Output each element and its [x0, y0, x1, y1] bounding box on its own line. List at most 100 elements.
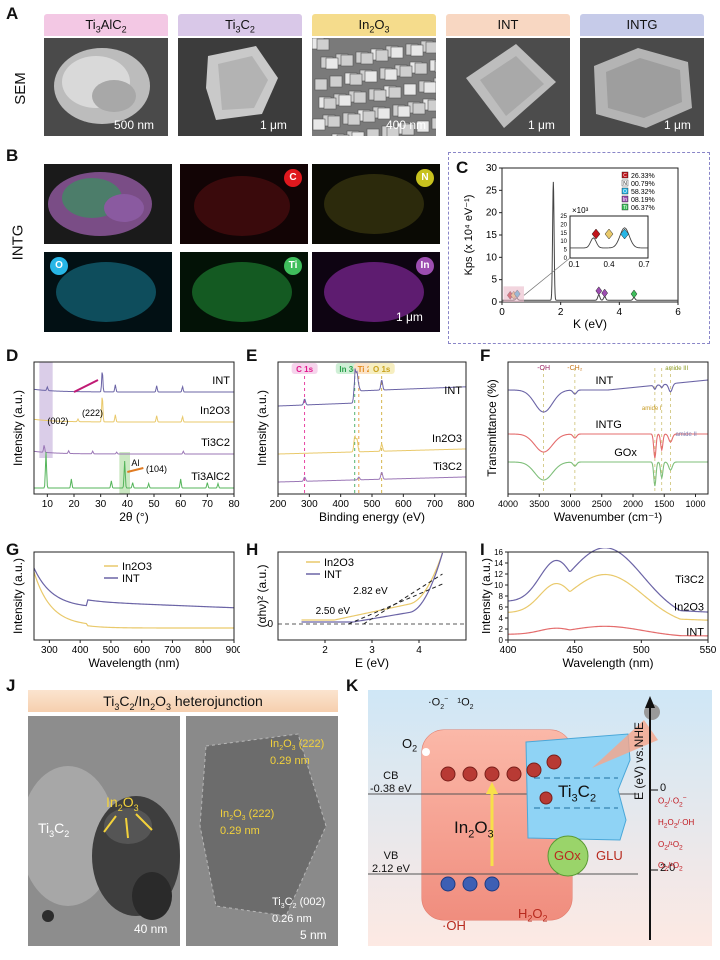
eds-map-n: N — [312, 164, 440, 244]
x-axis-label: Wavenumber (cm⁻¹) — [554, 510, 663, 524]
y-tick-label: 6 — [499, 603, 504, 612]
x-tick-label: 3500 — [529, 499, 549, 509]
inset-y-tick: 5 — [564, 248, 568, 254]
peak-label: O 1s — [373, 365, 391, 374]
peak-label: In 3d — [339, 365, 358, 374]
eds-map-c: C — [180, 164, 308, 244]
tem-image-left: Ti3C2 In2O3 40 nm — [28, 716, 180, 946]
intg-row-label: INTG — [9, 224, 27, 261]
plot-frame — [277, 361, 467, 495]
series-label: INT — [596, 375, 614, 387]
pl-line-2 — [507, 625, 709, 637]
y-axis-label: (αhν)² (a.u.) — [255, 565, 269, 628]
sem-header: In2O3 — [312, 14, 436, 36]
panel-label-k: K — [346, 676, 359, 695]
sem-column-int: INT 1 μm — [446, 14, 570, 136]
arrow — [73, 379, 99, 393]
legend-label: INT — [122, 573, 140, 585]
plot-frame — [33, 361, 235, 495]
annotation: (104) — [146, 464, 167, 474]
xps-line-2 — [277, 472, 467, 483]
legend-swatch — [621, 203, 629, 211]
annotation: 2.82 eV — [353, 586, 388, 597]
x-tick-label: 700 — [426, 499, 443, 510]
oh-label: ·OH — [442, 918, 466, 933]
peak-marker — [601, 288, 608, 298]
plot-frame — [507, 361, 709, 495]
sem-image: 1 μm — [178, 38, 302, 136]
inset-y-tick: 15 — [560, 231, 567, 237]
x-tick-label: 4000 — [498, 499, 518, 509]
sem-image: 1 μm — [580, 38, 704, 136]
inset-x-tick: 0.4 — [603, 260, 615, 269]
y-tick-label: 2 — [499, 625, 504, 634]
x-tick-label: 500 — [633, 645, 650, 656]
y-tick-label: 30 — [486, 163, 498, 174]
x-tick-label: 800 — [195, 645, 212, 656]
h2o2-label: H2O2 — [518, 906, 548, 924]
x-tick-label: 70 — [202, 499, 214, 510]
eds-spectrum-chart: 0 2 4 6 0 5 10 15 20 25 30 K (eV) Kps (x 10⁴ eV⁻¹) ×1… — [463, 163, 681, 331]
x-tick-label: 6 — [675, 307, 681, 318]
xrd-line-3 — [34, 451, 234, 489]
x-tick-label: 0 — [499, 307, 505, 318]
annotation: (002) — [47, 416, 68, 426]
inset-line — [570, 227, 649, 249]
sem-header: Ti3AlC2 — [44, 14, 168, 36]
series-label: Ti3AlC2 — [191, 471, 230, 483]
panel-label-e: E — [246, 346, 258, 365]
scale-bar: 500 nm — [114, 118, 155, 132]
element-badge-c: C — [284, 169, 302, 187]
legend-label: INT — [324, 569, 342, 581]
axis-zero: 0 — [660, 782, 667, 794]
x-tick-label: 450 — [566, 645, 583, 656]
y-tick-label: 0 — [499, 636, 504, 645]
panel-label-j: J — [6, 676, 16, 695]
lattice-label-1: In2O3 (222) 0.29 nm — [270, 738, 325, 768]
y-tick-label: 25 — [486, 185, 498, 196]
arrow — [127, 467, 144, 473]
xps-chart: C 1s In 3d Ti 2pO 1s INT In2O3 Ti3C2 Binding e… — [255, 361, 474, 524]
series-label: Ti3C2 — [201, 437, 230, 449]
x-axis-label: Wavelength (nm) — [89, 656, 180, 670]
o2-label: O2 — [402, 736, 418, 754]
scale-bar: 1 μm — [664, 118, 691, 132]
legend-value: 00.79% — [631, 181, 655, 188]
series-label: In2O3 — [432, 433, 462, 445]
x-tick-label: 30 — [95, 499, 107, 510]
panel-label-f: F — [480, 346, 491, 365]
inset-marker — [604, 228, 614, 240]
legend-symbol: In — [623, 197, 627, 203]
y-tick-label: 10 — [486, 252, 498, 263]
peak-label-bg — [291, 363, 318, 374]
y-tick-label: 14 — [494, 559, 503, 568]
x-tick-label: 2 — [558, 307, 564, 318]
sem-column-ti3c2: Ti3C2 1 μm — [178, 14, 302, 136]
legend-value: 08.19% — [631, 197, 655, 204]
y-tick-label: 20 — [486, 208, 498, 219]
series-label: INTG — [596, 419, 622, 431]
series-label: INT — [686, 626, 704, 638]
y-axis-label: Intensity (a.u.) — [482, 558, 493, 634]
spectrum-line — [502, 181, 678, 301]
y-axis-label: Intensity (a.u.) — [255, 390, 269, 466]
element-badge-n: N — [416, 169, 434, 187]
zoom-region — [503, 286, 524, 302]
x-tick-label: 1000 — [685, 499, 705, 509]
y-axis-label: Transmittance (%) — [485, 379, 499, 477]
panel-label-h: H — [246, 540, 259, 559]
annotation: amide III — [665, 366, 688, 372]
xrd-line-1 — [33, 397, 235, 423]
peak-label: C 1s — [296, 365, 313, 374]
x-axis-label: Binding energy (eV) — [319, 510, 425, 524]
series-label: In2O3 — [200, 405, 230, 417]
xrd-chart: INT In2O3 Ti3C2 Ti3AlC2 2θ (°) Intensity (a.u… — [11, 361, 240, 524]
panel-label-i: I — [480, 540, 485, 559]
y-axis-label: Intensity (a.u.) — [11, 558, 25, 634]
y-axis-label: Kps (x 10⁴ eV⁻¹) — [463, 195, 475, 276]
x-axis-label: E (eV) — [355, 656, 389, 670]
annotation: -OH — [537, 365, 550, 372]
scale-bar: 1 μm — [528, 118, 555, 132]
ti3c2-label: Ti3C2 — [38, 820, 70, 839]
series-label: Ti3C2 — [675, 574, 704, 586]
